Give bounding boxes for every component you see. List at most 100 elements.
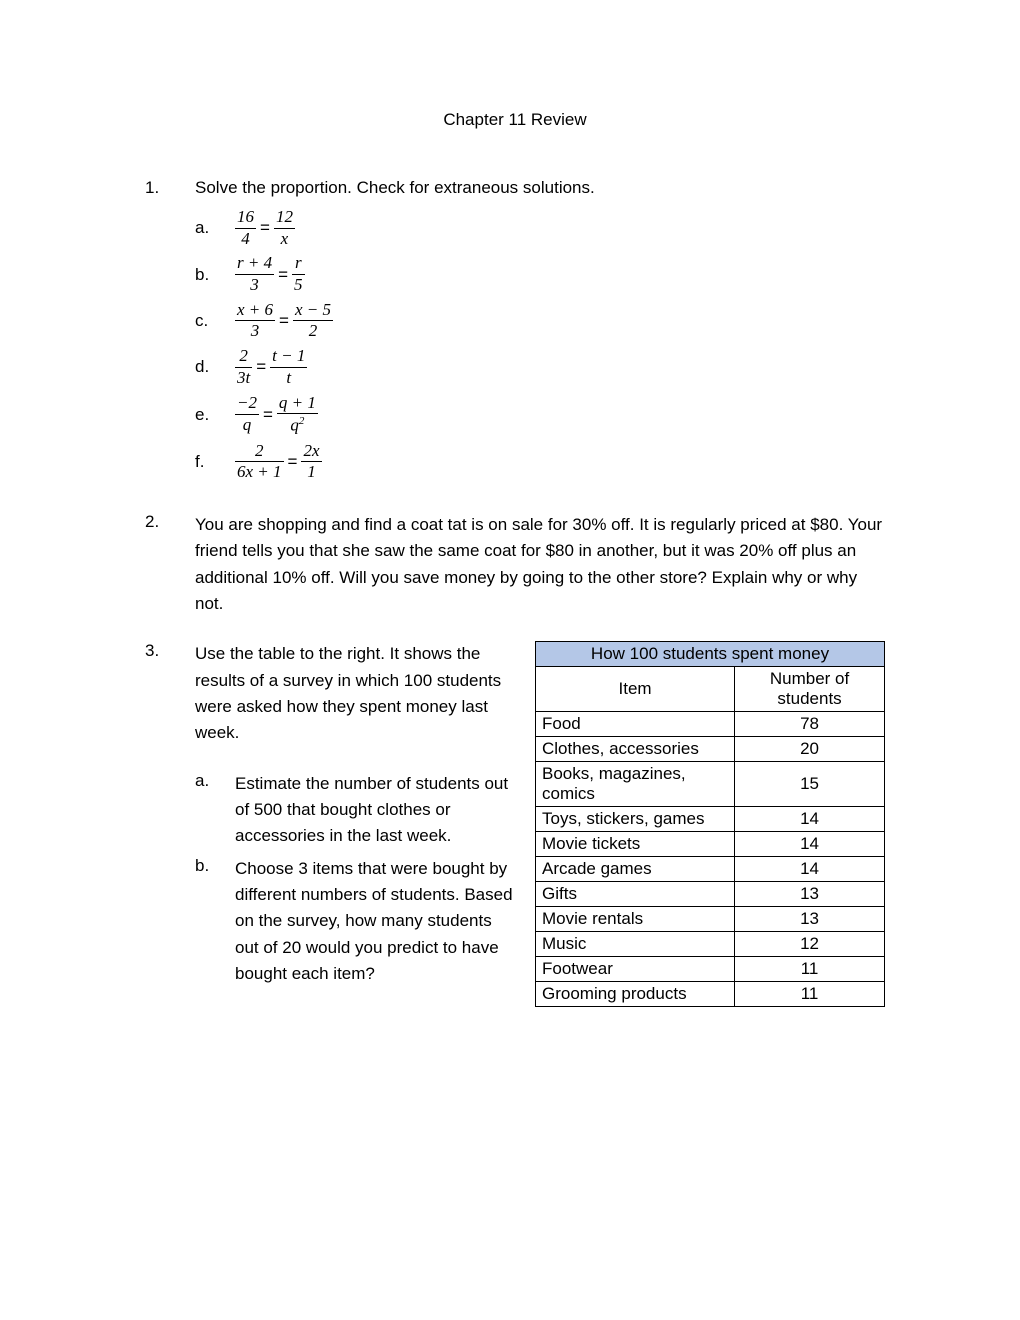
cell-item: Arcade games: [536, 857, 735, 882]
q1f-rden: 1: [305, 463, 318, 482]
q1e-rden: q2: [288, 415, 306, 435]
q1-body: Solve the proportion. Check for extraneo…: [195, 178, 885, 488]
q1c-rden: 2: [307, 322, 320, 341]
q1-item-d: d. 2 3t = t − 1 t: [195, 347, 885, 387]
table-row: Grooming products11: [536, 982, 885, 1007]
cell-num: 11: [735, 957, 885, 982]
q1e-label: e.: [195, 405, 235, 425]
q1f-rnum: 2x: [301, 442, 321, 461]
q1e-rnum: q + 1: [277, 394, 318, 413]
table-row: Arcade games14: [536, 857, 885, 882]
q1d-rnum: t − 1: [270, 347, 307, 366]
table-row: Footwear11: [536, 957, 885, 982]
q1-item-e: e. −2 q = q + 1 q2: [195, 394, 885, 436]
table-row: Food78: [536, 712, 885, 737]
q1d-lden: 3t: [235, 369, 252, 388]
q1a-left-fraction: 16 4: [235, 208, 256, 248]
cell-num: 13: [735, 907, 885, 932]
q3-sub-b: b. Choose 3 items that were bought by di…: [195, 856, 515, 988]
cell-num: 13: [735, 882, 885, 907]
cell-num: 14: [735, 807, 885, 832]
q1e-lden: q: [241, 416, 254, 435]
q1e-rden-sup: 2: [299, 415, 305, 427]
q3-number: 3.: [145, 641, 195, 661]
question-2: 2. You are shopping and find a coat tat …: [145, 512, 885, 617]
q3a-label: a.: [195, 771, 235, 850]
q1e-rden-base: q: [290, 416, 299, 435]
cell-item: Clothes, accessories: [536, 737, 735, 762]
q1a-label: a.: [195, 218, 235, 238]
q3b-text: Choose 3 items that were bought by diffe…: [235, 856, 515, 988]
q1f-label: f.: [195, 452, 235, 472]
q1e-left-fraction: −2 q: [235, 394, 259, 434]
q3-body: Use the table to the right. It shows the…: [195, 641, 885, 1007]
cell-item: Food: [536, 712, 735, 737]
cell-item: Books, magazines, comics: [536, 762, 735, 807]
cell-num: 20: [735, 737, 885, 762]
q1a-lden: 4: [239, 230, 252, 249]
survey-table: How 100 students spent money Item Number…: [535, 641, 885, 1007]
table-row: Movie rentals13: [536, 907, 885, 932]
q1a-right-fraction: 12 x: [274, 208, 295, 248]
equals-sign: =: [256, 357, 266, 377]
q1-item-b: b. r + 4 3 = r 5: [195, 254, 885, 294]
q1f-lnum: 2: [253, 442, 266, 461]
q3-intro: Use the table to the right. It shows the…: [195, 641, 515, 746]
equals-sign: =: [279, 311, 289, 331]
equals-sign: =: [263, 405, 273, 425]
q1b-left-fraction: r + 4 3: [235, 254, 274, 294]
table-row: Gifts13: [536, 882, 885, 907]
q3a-text: Estimate the number of students out of 5…: [235, 771, 515, 850]
q1c-right-fraction: x − 5 2: [293, 301, 333, 341]
cell-item: Gifts: [536, 882, 735, 907]
q3b-label: b.: [195, 856, 235, 988]
q1-number: 1.: [145, 178, 195, 198]
q1c-lnum: x + 6: [235, 301, 275, 320]
survey-table-wrap: How 100 students spent money Item Number…: [535, 641, 885, 1007]
q1f-lden: 6x + 1: [235, 463, 284, 482]
cell-item: Movie rentals: [536, 907, 735, 932]
equals-sign: =: [278, 265, 288, 285]
q1d-rden: t: [284, 369, 293, 388]
cell-num: 14: [735, 832, 885, 857]
q1a-lnum: 16: [235, 208, 256, 227]
q1d-label: d.: [195, 357, 235, 377]
q1-item-f: f. 2 6x + 1 = 2x 1: [195, 442, 885, 482]
equals-sign: =: [260, 218, 270, 238]
table-row: Movie tickets14: [536, 832, 885, 857]
table-row: Clothes, accessories20: [536, 737, 885, 762]
q1f-left-fraction: 2 6x + 1: [235, 442, 284, 482]
q1f-right-fraction: 2x 1: [301, 442, 321, 482]
q1a-rden: x: [279, 230, 291, 249]
q1d-left-fraction: 2 3t: [235, 347, 252, 387]
q1b-label: b.: [195, 265, 235, 285]
table-col-number: Number of students: [735, 667, 885, 712]
cell-num: 12: [735, 932, 885, 957]
q1-item-c: c. x + 6 3 = x − 5 2: [195, 301, 885, 341]
cell-num: 15: [735, 762, 885, 807]
table-row: Books, magazines, comics15: [536, 762, 885, 807]
q1a-rnum: 12: [274, 208, 295, 227]
q1b-lden: 3: [248, 276, 261, 295]
cell-num: 78: [735, 712, 885, 737]
q1b-rden: 5: [292, 276, 305, 295]
question-3: 3. Use the table to the right. It shows …: [145, 641, 885, 1007]
table-row: Toys, stickers, games14: [536, 807, 885, 832]
q1-prompt: Solve the proportion. Check for extraneo…: [195, 178, 885, 198]
cell-item: Toys, stickers, games: [536, 807, 735, 832]
q1d-lnum: 2: [237, 347, 250, 366]
q3-sub-a: a. Estimate the number of students out o…: [195, 771, 515, 850]
cell-item: Movie tickets: [536, 832, 735, 857]
cell-item: Grooming products: [536, 982, 735, 1007]
q1e-right-fraction: q + 1 q2: [277, 394, 318, 436]
q1b-right-fraction: r 5: [292, 254, 305, 294]
cell-num: 14: [735, 857, 885, 882]
q1e-lnum: −2: [235, 394, 259, 413]
q2-number: 2.: [145, 512, 195, 532]
q1c-label: c.: [195, 311, 235, 331]
q1b-rnum: r: [293, 254, 304, 273]
question-1: 1. Solve the proportion. Check for extra…: [145, 178, 885, 488]
table-title: How 100 students spent money: [536, 642, 885, 667]
table-col-item: Item: [536, 667, 735, 712]
page: Chapter 11 Review 1. Solve the proportio…: [0, 0, 1020, 1320]
